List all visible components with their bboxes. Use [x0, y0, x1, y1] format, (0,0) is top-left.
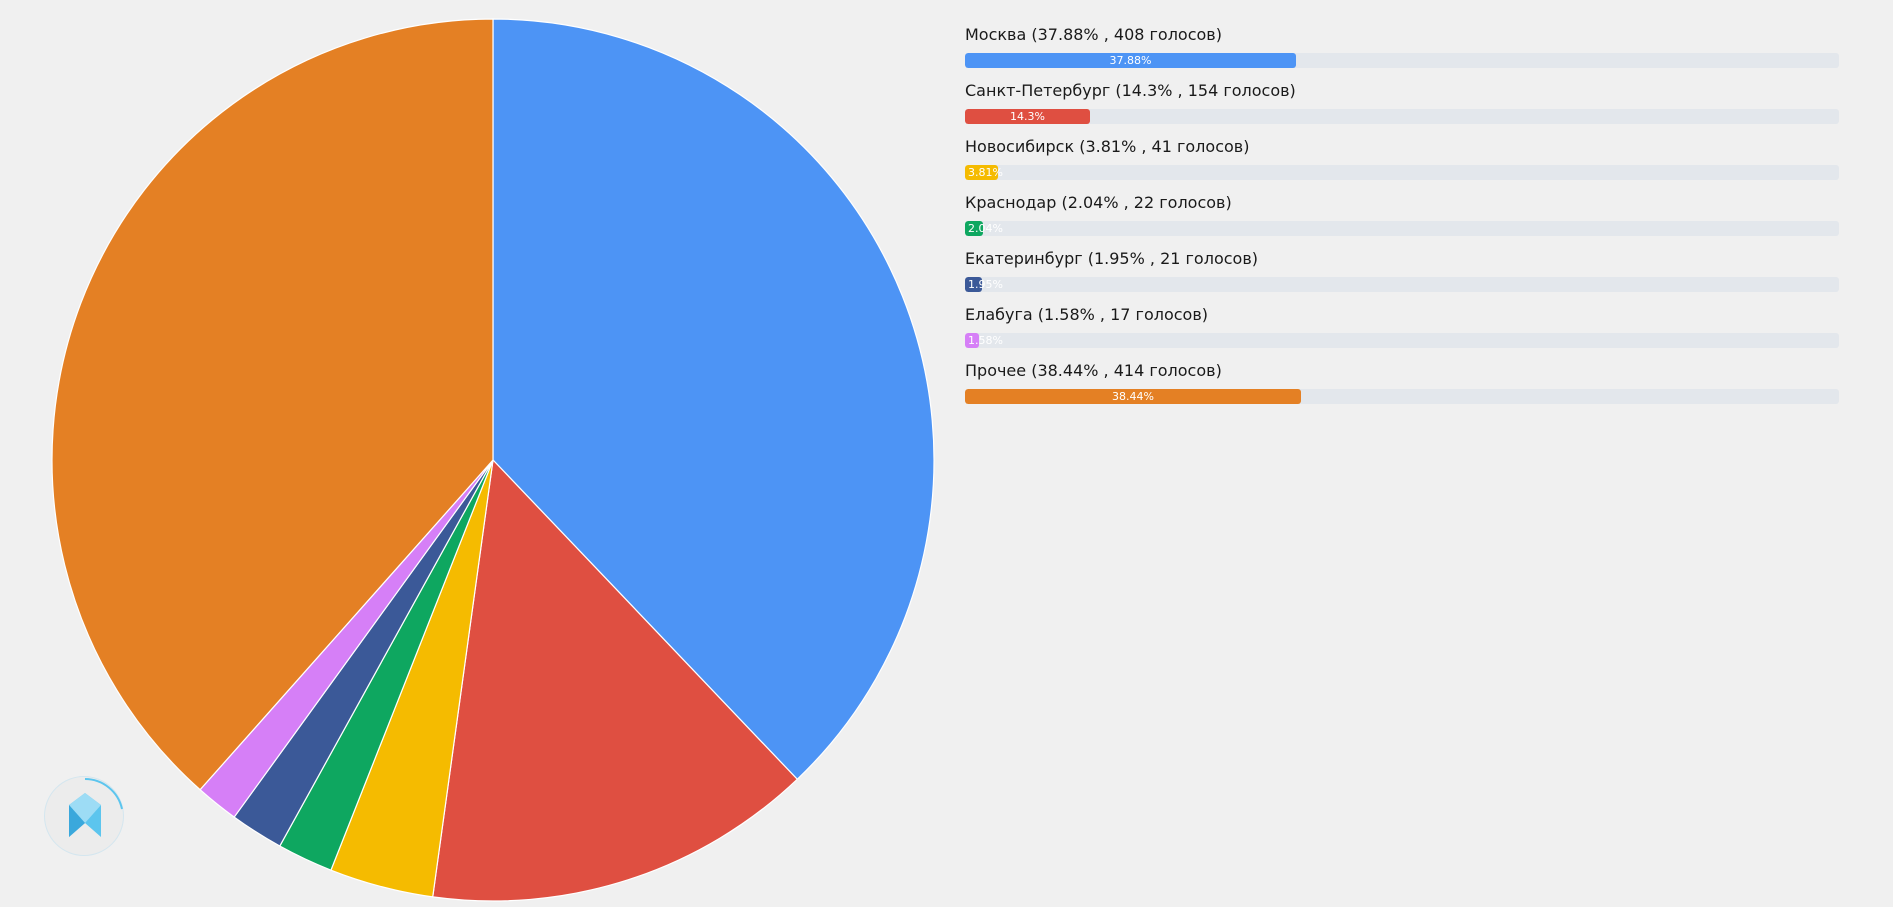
legend-bar-track: 1.95%: [965, 277, 1839, 292]
logo-badge[interactable]: [44, 776, 124, 856]
legend-bar-percent: 1.95%: [968, 278, 1003, 291]
legend-bar-track: 1.58%: [965, 333, 1839, 348]
diamond-logo-icon: [69, 778, 123, 837]
legend-bar-percent: 38.44%: [1111, 390, 1154, 403]
legend-bar-percent: 3.81%: [968, 166, 1003, 179]
legend-bar-fill: [965, 53, 1297, 68]
legend-item[interactable]: Краснодар (2.04% , 22 голосов) 2.04%: [965, 192, 1839, 248]
legend-bar-track: 14.3%: [965, 109, 1839, 124]
legend-bar-fill: [965, 165, 999, 180]
legend-bar-fill: [965, 109, 1090, 124]
legend-label: Санкт-Петербург (14.3% , 154 голосов): [965, 81, 1296, 100]
pie-slice-1[interactable]: [432, 458, 799, 902]
legend-bar-fill: [965, 277, 983, 292]
legend-bar-track: 38.44%: [965, 389, 1839, 404]
legend-bar-fill: [965, 221, 983, 236]
legend-item[interactable]: Москва (37.88% , 408 голосов) 37.88%: [965, 24, 1839, 80]
legend-label: Новосибирск (3.81% , 41 голосов): [965, 137, 1250, 156]
pie-slices: [51, 18, 935, 902]
legend-bar-percent: 37.88%: [1109, 54, 1152, 67]
legend-label: Краснодар (2.04% , 22 голосов): [965, 193, 1232, 212]
pie-slice-0[interactable]: [492, 18, 935, 781]
legend-bar-track: 2.04%: [965, 221, 1839, 236]
legend-label: Москва (37.88% , 408 голосов): [965, 25, 1222, 44]
legend-bar-track: 3.81%: [965, 165, 1839, 180]
legend-bar-percent: 1.58%: [968, 334, 1003, 347]
legend-item[interactable]: Прочее (38.44% , 414 голосов) 38.44%: [965, 360, 1839, 416]
legend-label: Екатеринбург (1.95% , 21 голосов): [965, 249, 1258, 268]
legend-bar-percent: 14.3%: [1010, 110, 1045, 123]
legend-bar-fill: [965, 389, 1301, 404]
legend-item[interactable]: Елабуга (1.58% , 17 голосов) 1.58%: [965, 304, 1839, 360]
legend-bar-percent: 2.04%: [968, 222, 1003, 235]
legend-item[interactable]: Новосибирск (3.81% , 41 голосов) 3.81%: [965, 136, 1839, 192]
legend-bar-track: 37.88%: [965, 53, 1839, 68]
legend-label: Прочее (38.44% , 414 голосов): [965, 361, 1222, 380]
legend-label: Елабуга (1.58% , 17 голосов): [965, 305, 1209, 324]
legend-item[interactable]: Санкт-Петербург (14.3% , 154 голосов) 14.…: [965, 80, 1839, 136]
legend-bar-fill: [965, 333, 979, 348]
legend-item[interactable]: Екатеринбург (1.95% , 21 голосов) 1.95%: [965, 248, 1839, 304]
pie-slice-6[interactable]: [51, 18, 494, 791]
chart-legend: Москва (37.88% , 408 голосов) 37.88% Санкт…: [965, 24, 1839, 416]
